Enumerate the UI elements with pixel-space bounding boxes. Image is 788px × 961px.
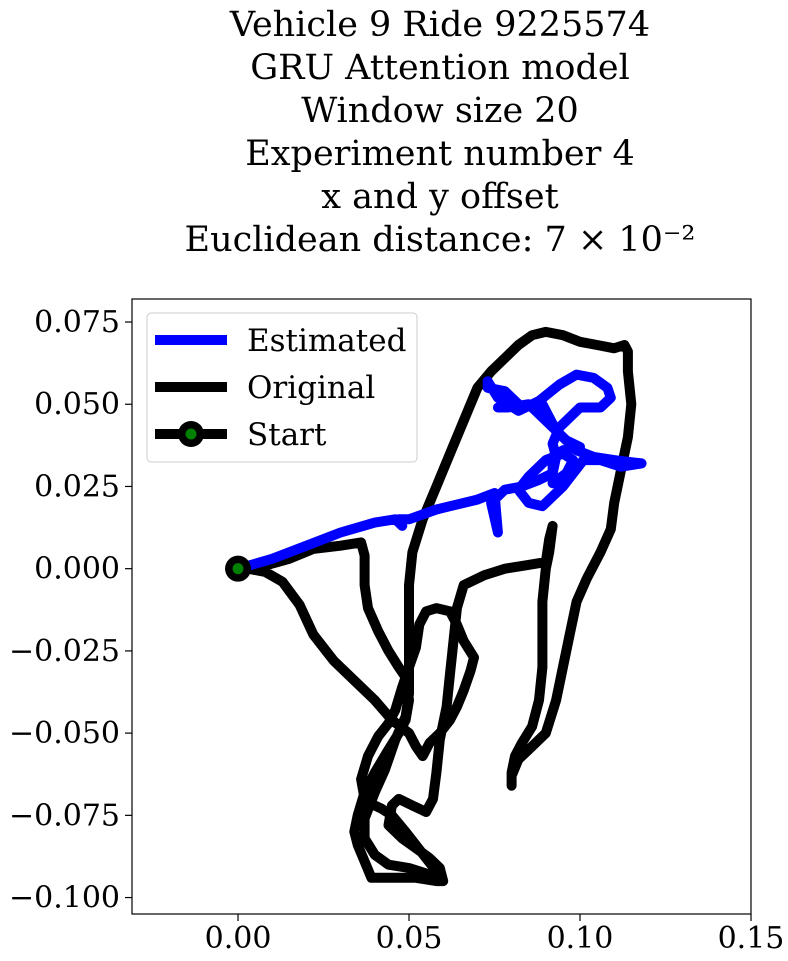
title-line: Vehicle 9 Ride 9225574 [229, 5, 650, 45]
plot-area [131, 298, 752, 915]
y-tick-label: −0.050 [9, 716, 120, 751]
y-tick-label: −0.025 [9, 634, 120, 669]
legend: Estimated Original Start [146, 312, 418, 463]
legend-start-marker-inner [185, 428, 197, 440]
y-tick-label: 0.000 [34, 552, 120, 587]
series-line-estimated [233, 369, 647, 574]
title-line: Window size 20 [301, 91, 579, 131]
y-tick-label: −0.075 [9, 798, 120, 833]
plot-frame [131, 298, 752, 915]
legend-label-estimated: Estimated [247, 323, 406, 359]
series-lines [225, 326, 647, 887]
title-line: GRU Attention model [250, 48, 630, 88]
x-tick-label: 0.05 [376, 921, 443, 956]
legend-label-start: Start [247, 417, 327, 453]
title-line: Euclidean distance: 7 × 10⁻² [185, 220, 696, 260]
x-axis-ticks: 0.00 0.05 0.10 0.15 [205, 914, 785, 956]
legend-label-original: Original [247, 370, 375, 406]
x-tick-label: 0.15 [718, 921, 785, 956]
y-tick-label: 0.075 [34, 305, 120, 340]
title-line: Experiment number 4 [245, 134, 634, 174]
start-marker-inner [232, 563, 244, 575]
y-tick-label: −0.100 [9, 881, 120, 916]
legend-box [146, 312, 418, 463]
title-line: x and y offset [321, 177, 558, 217]
x-tick-label: 0.00 [205, 921, 272, 956]
y-axis-ticks: 0.075 0.050 0.025 0.000 −0.025 −0.050 −0.075 −0… [9, 305, 132, 916]
y-tick-label: 0.050 [34, 387, 120, 422]
y-tick-label: 0.025 [34, 469, 120, 504]
series-line-original [233, 326, 637, 887]
x-tick-label: 0.10 [547, 921, 614, 956]
